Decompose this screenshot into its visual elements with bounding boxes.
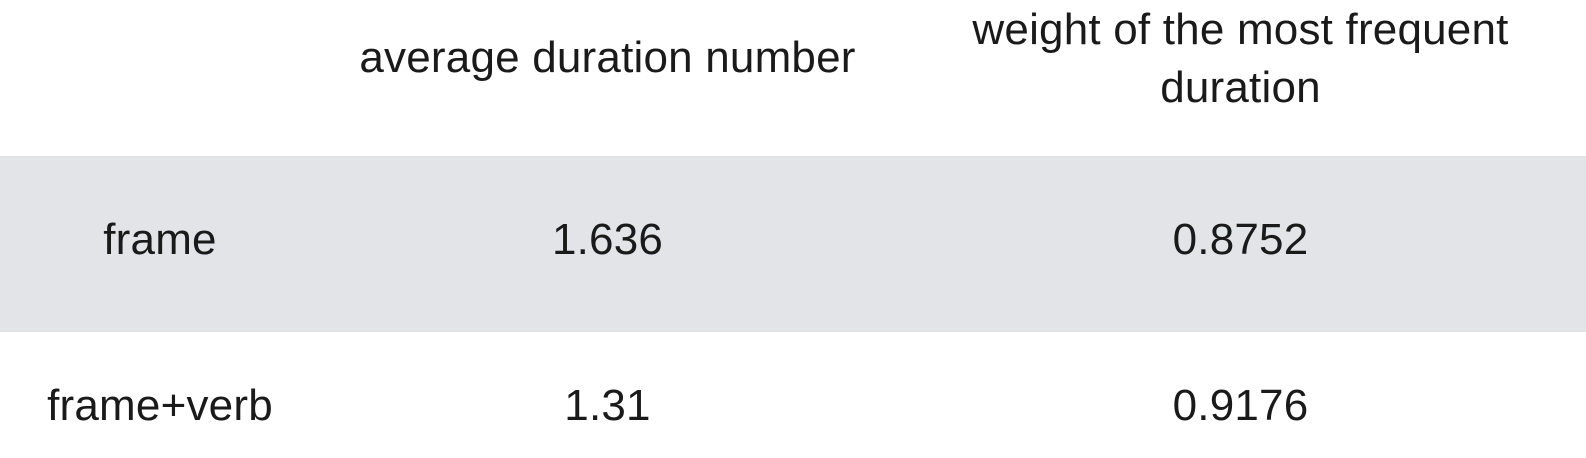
header-cell-average-duration-number: average duration number [359,33,856,82]
row-label-frame: frame [103,215,217,264]
cell-average-duration-frame: 1.636 [551,215,664,264]
cell-average-duration-frame-verb: 1.31 [564,381,651,430]
cell-weight-frame-verb: 0.9176 [1172,381,1309,430]
table-row: frame 1.636 0.8752 [0,156,1586,332]
row-label-frame-verb: frame+verb [47,381,273,430]
header-cell-weight-most-frequent-duration: weight of the most frequent duration [895,0,1586,156]
table-row: frame+verb 1.31 0.9176 [0,332,1586,458]
cell-weight-frame: 0.8752 [1172,215,1309,264]
table-header-row: average duration number weight of the mo… [0,0,1586,156]
header-weight-label: weight of the most frequent duration [972,5,1509,112]
header-cell-empty [0,0,320,156]
